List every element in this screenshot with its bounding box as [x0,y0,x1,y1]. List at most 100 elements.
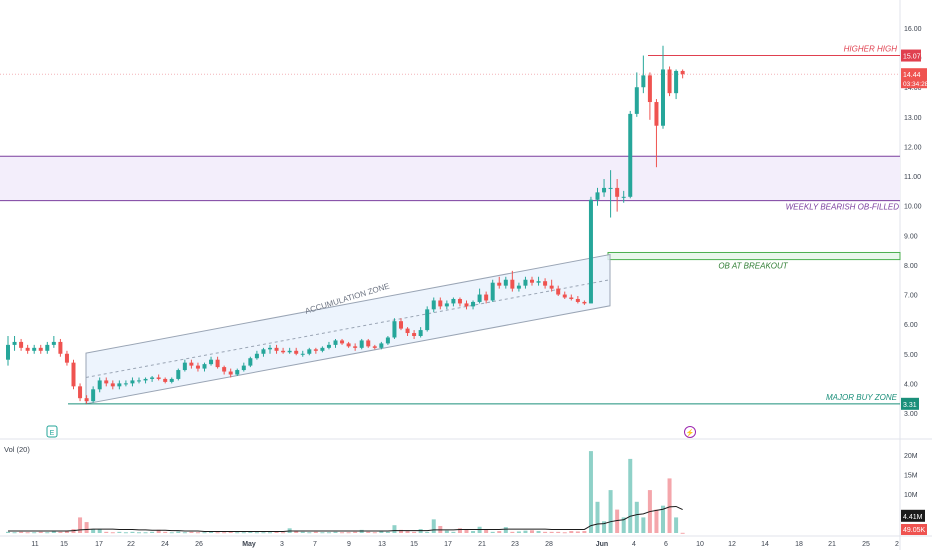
candle [543,278,548,289]
candle [228,368,233,378]
time-tick-label: 6 [664,541,668,548]
candle [110,380,115,390]
candle-body [51,341,56,345]
volume-bar [588,451,593,533]
time-tick-label: 2 [895,541,899,548]
volume-bar [346,532,351,534]
candle [510,270,515,292]
price-tick-label: 10.00 [904,204,922,211]
volume-bar [215,532,220,534]
candle-body [287,350,292,353]
price-tick-label: 8.00 [904,263,918,270]
price-tick-label: 7.00 [904,293,918,300]
volume-bar [45,532,50,534]
candle-body [340,340,345,344]
candle-body [143,378,148,381]
price-tick-label: 12.00 [904,144,922,151]
volume-bar [12,532,17,534]
candle [457,297,462,307]
candle [91,386,96,403]
time-tick-label: 10 [696,541,704,548]
candle [366,338,371,348]
volume-bar [300,531,305,533]
candle [418,327,423,338]
higher-high-price-value: 15.07 [903,54,921,61]
candle [556,285,561,297]
volume-bar [281,532,286,534]
volume-bar [307,532,312,534]
candle-body [333,340,338,345]
candle-body [497,282,502,286]
candle-body [202,364,207,369]
candle [471,300,476,310]
earnings-icon-glyph: E [50,430,55,437]
candle-body [425,309,430,331]
candle [484,291,489,304]
candle-body [523,279,528,286]
time-tick-label: 26 [195,541,203,548]
candle [412,330,417,339]
volume-bar [248,531,253,533]
time-tick-label: 21 [478,541,486,548]
volume-bar [156,529,161,533]
candle-body [215,359,220,368]
candle-body [582,301,587,304]
price-tick-label: 6.00 [904,322,918,329]
candle-body [628,113,633,197]
candle-body [510,279,515,289]
candle-body [366,340,371,347]
candle [19,338,24,351]
candle [588,196,593,304]
volume-bar [176,531,181,533]
candle [45,341,50,354]
candle [661,45,665,129]
candle [667,66,672,97]
candle [64,350,69,366]
candle-body [6,344,10,360]
volume-bar [58,531,63,533]
candle-body [163,378,168,382]
candle-body [634,87,639,114]
candle-body [261,349,266,354]
candle [104,377,109,387]
candle [71,359,76,390]
volume-last-value: 49.05K [903,527,926,534]
earnings-icon-box [46,425,58,438]
volume-bar [110,532,115,534]
candle [222,365,227,375]
candle [595,187,600,206]
candle [84,395,89,404]
candle-body [353,346,358,348]
candle-body [150,377,155,379]
candle [274,344,279,354]
volume-bar [464,529,469,533]
candle [189,359,194,369]
candle [12,336,17,351]
volume-bar [484,529,489,533]
candle [6,336,10,366]
candle [353,343,358,351]
candle [150,375,155,382]
volume-bar [189,531,194,533]
time-tick-label: 18 [795,541,803,548]
volume-bar [510,531,515,533]
candle [176,368,181,381]
candle [621,190,626,203]
volume-bar [608,490,613,533]
candle [405,327,410,336]
candle-body [562,294,567,298]
volume-bar [503,527,508,533]
candle [38,344,43,354]
volume-bar [261,532,266,534]
volume-bar [6,531,10,533]
volume-bar [595,501,600,533]
candle [464,300,469,310]
candle-body [431,300,436,310]
time-tick-label: 25 [862,541,870,548]
candle [608,170,613,218]
candle-body [680,70,685,75]
candle-body [399,321,403,329]
volume-bar [209,531,214,533]
